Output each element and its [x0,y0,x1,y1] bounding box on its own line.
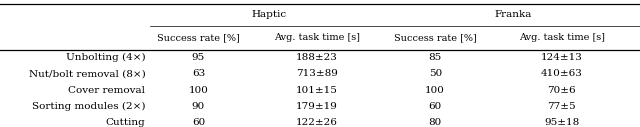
Text: 80: 80 [429,118,442,127]
Text: 188±23: 188±23 [296,53,338,62]
Text: 100: 100 [188,86,209,95]
Text: Franka: Franka [495,10,532,19]
Text: Success rate [%]: Success rate [%] [157,33,240,42]
Text: Unbolting (4×): Unbolting (4×) [66,53,145,62]
Text: 100: 100 [425,86,445,95]
Text: Cover removal: Cover removal [68,86,145,95]
Text: Nut/bolt removal (8×): Nut/bolt removal (8×) [29,69,145,78]
Text: 95±18: 95±18 [544,118,579,127]
Text: Avg. task time [s]: Avg. task time [s] [518,33,605,42]
Text: 77±5: 77±5 [547,102,576,111]
Text: 410±63: 410±63 [541,69,582,78]
Text: 179±19: 179±19 [296,102,338,111]
Text: 60: 60 [429,102,442,111]
Text: Success rate [%]: Success rate [%] [394,33,477,42]
Text: Avg. task time [s]: Avg. task time [s] [274,33,360,42]
Text: 122±26: 122±26 [296,118,338,127]
Text: Sorting modules (2×): Sorting modules (2×) [32,102,145,111]
Text: 50: 50 [429,69,442,78]
Text: 63: 63 [192,69,205,78]
Text: 90: 90 [192,102,205,111]
Text: 85: 85 [429,53,442,62]
Text: 713±89: 713±89 [296,69,338,78]
Text: Haptic: Haptic [252,10,286,19]
Text: 101±15: 101±15 [296,86,338,95]
Text: Cutting: Cutting [106,118,145,127]
Text: 95: 95 [192,53,205,62]
Text: 70±6: 70±6 [547,86,576,95]
Text: 60: 60 [192,118,205,127]
Text: 124±13: 124±13 [541,53,582,62]
